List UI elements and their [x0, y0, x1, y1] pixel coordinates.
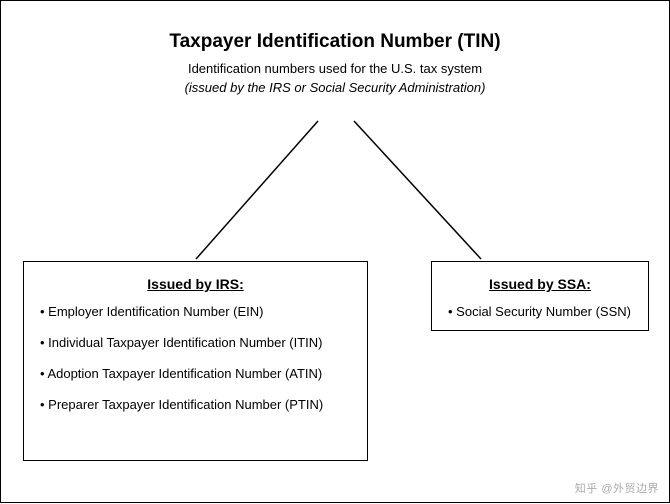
box-ssa: Issued by SSA: • Social Security Number …: [431, 261, 649, 331]
box-ssa-title: Issued by SSA:: [448, 276, 632, 292]
box-irs-title: Issued by IRS:: [40, 276, 351, 292]
watermark-text: 知乎 @外贸边界: [575, 480, 659, 496]
edge-right: [354, 121, 481, 259]
list-item: • Employer Identification Number (EIN): [40, 304, 351, 319]
diagram-canvas: Taxpayer Identification Number (TIN) Ide…: [0, 0, 670, 503]
list-item: • Adoption Taxpayer Identification Numbe…: [40, 366, 351, 381]
list-item: • Individual Taxpayer Identification Num…: [40, 335, 351, 350]
edge-left: [196, 121, 318, 259]
box-irs: Issued by IRS: • Employer Identification…: [23, 261, 368, 461]
list-item: • Social Security Number (SSN): [448, 304, 632, 319]
list-item: • Preparer Taxpayer Identification Numbe…: [40, 397, 351, 412]
